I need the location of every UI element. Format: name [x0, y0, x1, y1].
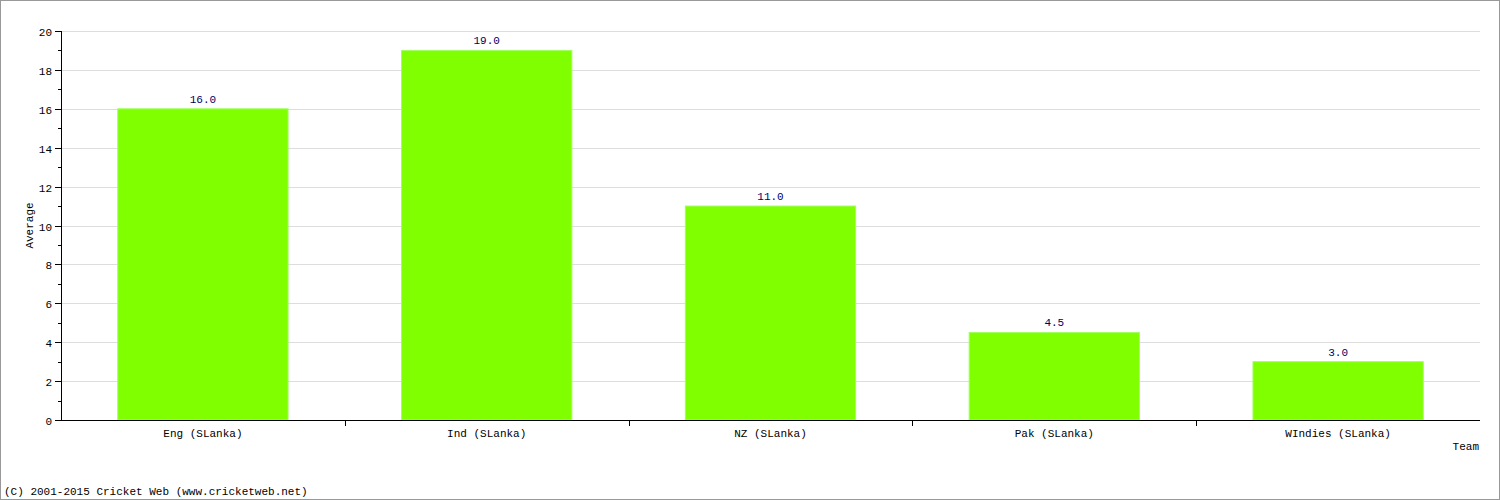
- grid-line: [61, 31, 1480, 32]
- y-minor-tick: [58, 362, 61, 363]
- grid-line: [61, 420, 1480, 421]
- y-tick: [55, 148, 61, 149]
- y-tick: [55, 187, 61, 188]
- y-tick-label: 20: [39, 27, 52, 39]
- data-label: 16.0: [190, 94, 216, 106]
- bar: [685, 206, 855, 420]
- y-minor-tick: [58, 206, 61, 207]
- y-minor-tick: [58, 323, 61, 324]
- y-tick-label: 2: [45, 377, 52, 389]
- y-tick: [55, 226, 61, 227]
- bars: [118, 50, 1423, 420]
- bar: [402, 50, 572, 420]
- grid-line: [61, 70, 1480, 71]
- y-tick: [55, 381, 61, 382]
- bar: [969, 332, 1139, 420]
- x-tick-label: Pak (SLanka): [1015, 428, 1094, 440]
- bar: [1253, 362, 1423, 420]
- y-tick-label: 0: [45, 416, 52, 428]
- chart-container: 0 2 4 6 8 10 12 14 16 18 20 16.0 Eng (SLanka) 19.0 Ind…: [0, 0, 1500, 500]
- x-tick-label: Ind (SLanka): [447, 428, 526, 440]
- y-tick-label: 14: [39, 144, 53, 156]
- y-minor-tick: [58, 401, 61, 402]
- y-tick: [55, 342, 61, 343]
- y-tick-label: 10: [39, 222, 52, 234]
- y-tick: [55, 109, 61, 110]
- y-tick: [55, 303, 61, 304]
- y-tick-label: 12: [39, 183, 52, 195]
- annotation: (C) 2001-2015 Cricket Web (www.cricketwe…: [4, 486, 308, 498]
- y-tick-label: 6: [45, 299, 52, 311]
- x-tick-label: WIndies (SLanka): [1285, 428, 1391, 440]
- background: [1, 1, 1500, 500]
- y-axis: [61, 31, 62, 420]
- y-tick: [55, 70, 61, 71]
- y-tick-label: 8: [45, 260, 52, 272]
- y-tick: [55, 264, 61, 265]
- y-minor-tick: [58, 89, 61, 90]
- y-minor-tick: [58, 245, 61, 246]
- y-tick: [55, 31, 61, 32]
- data-label: 4.5: [1044, 317, 1064, 329]
- data-label: 3.0: [1328, 347, 1348, 359]
- y-minor-tick: [58, 167, 61, 168]
- y-tick-label: 16: [39, 105, 52, 117]
- x-tick-label: Eng (SLanka): [163, 428, 242, 440]
- x-axis-label: Team: [1453, 441, 1480, 453]
- y-tick-label: 18: [39, 66, 52, 78]
- x-tick-label: NZ (SLanka): [734, 428, 807, 440]
- y-tick-label: 4: [45, 338, 52, 350]
- y-tick: [55, 420, 61, 421]
- data-label: 19.0: [473, 35, 499, 47]
- bar: [118, 109, 288, 420]
- y-minor-tick: [58, 128, 61, 129]
- y-minor-tick: [58, 50, 61, 51]
- data-label: 11.0: [757, 191, 783, 203]
- x-axis: [61, 420, 1480, 421]
- y-axis-label: Average: [24, 202, 36, 248]
- chart-svg: 0 2 4 6 8 10 12 14 16 18 20 16.0 Eng (SLanka) 19.0 Ind…: [0, 0, 1500, 500]
- y-minor-tick: [58, 284, 61, 285]
